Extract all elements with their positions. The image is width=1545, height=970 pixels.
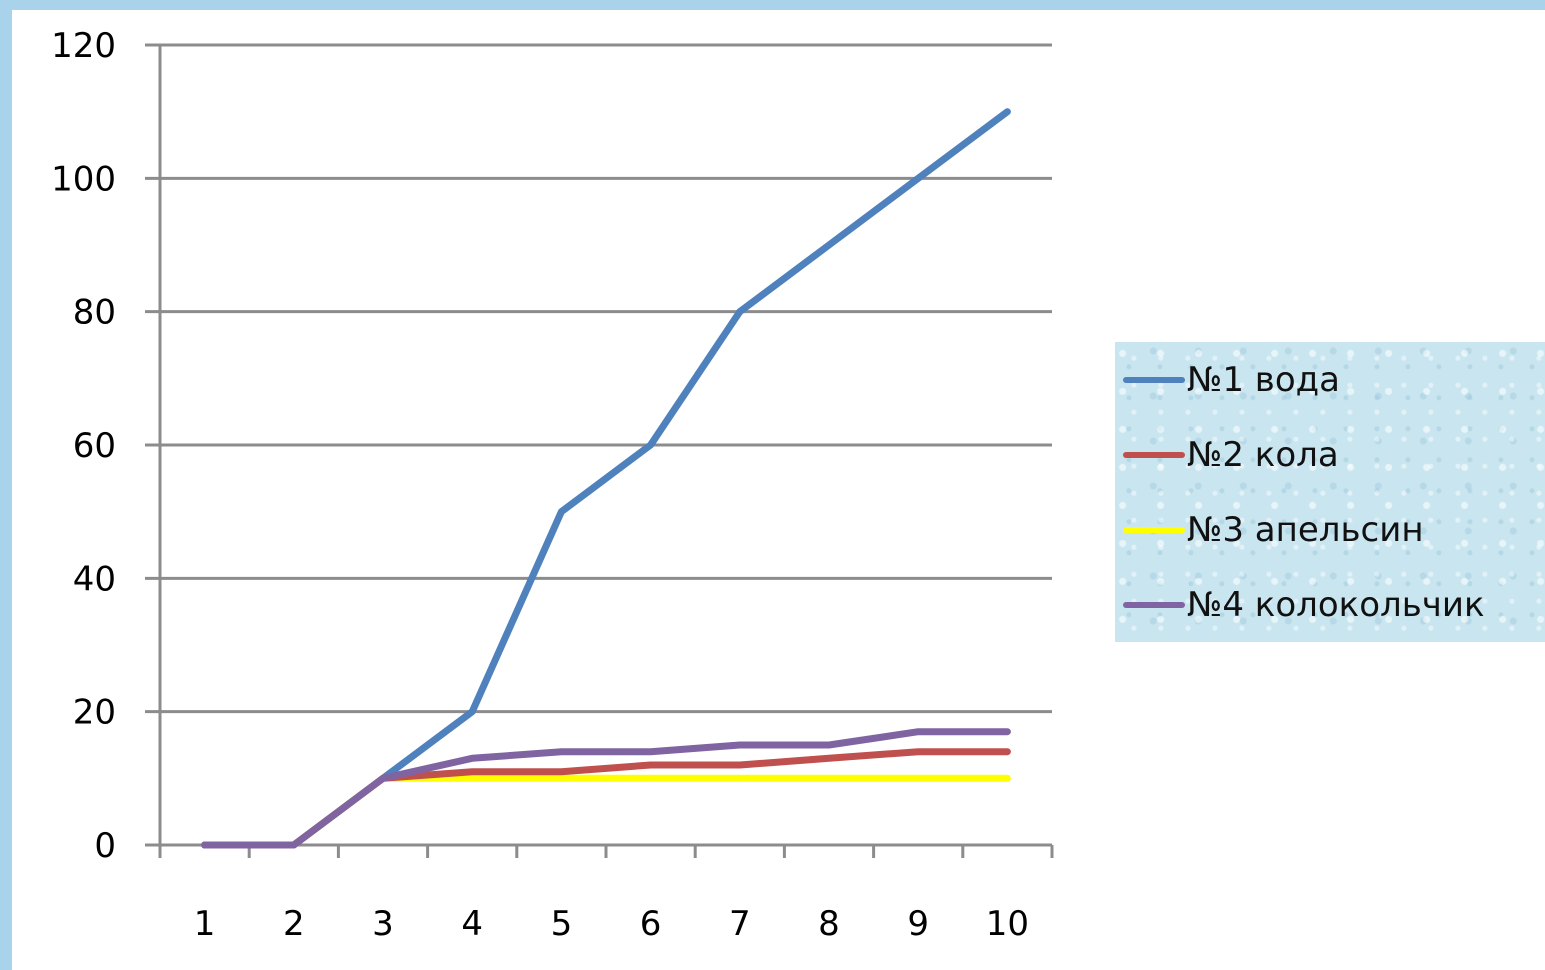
y-tick-label: 80 bbox=[73, 293, 116, 333]
axes bbox=[145, 45, 1054, 858]
series-line-3 bbox=[201, 774, 1011, 849]
legend-swatch bbox=[1123, 527, 1185, 533]
y-tick-label: 0 bbox=[94, 826, 116, 866]
x-tick-label: 5 bbox=[551, 904, 573, 944]
y-tick-label: 60 bbox=[73, 426, 116, 466]
x-tick-labels: 1 2 3 4 5 6 7 8 9 10 bbox=[194, 904, 1029, 944]
series-lines bbox=[201, 108, 1011, 849]
legend-label: №1 вода bbox=[1187, 360, 1340, 400]
y-tick-label: 100 bbox=[51, 159, 116, 199]
x-tick-label: 2 bbox=[283, 904, 305, 944]
legend-swatch bbox=[1123, 602, 1185, 608]
legend-label: №2 кола bbox=[1187, 435, 1339, 475]
series-line-4 bbox=[201, 728, 1011, 849]
legend-item-2: №2 кола bbox=[1123, 435, 1339, 475]
x-tick-label: 6 bbox=[640, 904, 662, 944]
x-tick-label: 7 bbox=[729, 904, 751, 944]
series-line-2 bbox=[201, 748, 1011, 849]
y-tick-labels: 0 20 40 60 80 100 120 bbox=[51, 26, 116, 866]
y-tick-label: 40 bbox=[73, 559, 116, 599]
legend-item-4: №4 колокольчик bbox=[1123, 585, 1485, 625]
legend-label: №4 колокольчик bbox=[1187, 585, 1485, 625]
x-tick-label: 10 bbox=[986, 904, 1029, 944]
legend-swatch bbox=[1123, 452, 1185, 458]
x-tick-label: 1 bbox=[194, 904, 216, 944]
y-tick-label: 20 bbox=[73, 693, 116, 733]
legend-item-3: №3 апельсин bbox=[1123, 510, 1424, 550]
x-tick-label: 3 bbox=[372, 904, 394, 944]
x-tick-label: 9 bbox=[907, 904, 929, 944]
x-tick-label: 4 bbox=[461, 904, 483, 944]
legend-label: №3 апельсин bbox=[1187, 510, 1424, 550]
legend: №1 вода №2 кола №3 апельсин №4 колокольч… bbox=[1115, 342, 1545, 642]
legend-swatch bbox=[1123, 377, 1185, 383]
x-tick-label: 8 bbox=[818, 904, 840, 944]
gridlines bbox=[145, 43, 1052, 714]
y-tick-label: 120 bbox=[51, 26, 116, 66]
legend-item-1: №1 вода bbox=[1123, 360, 1340, 400]
